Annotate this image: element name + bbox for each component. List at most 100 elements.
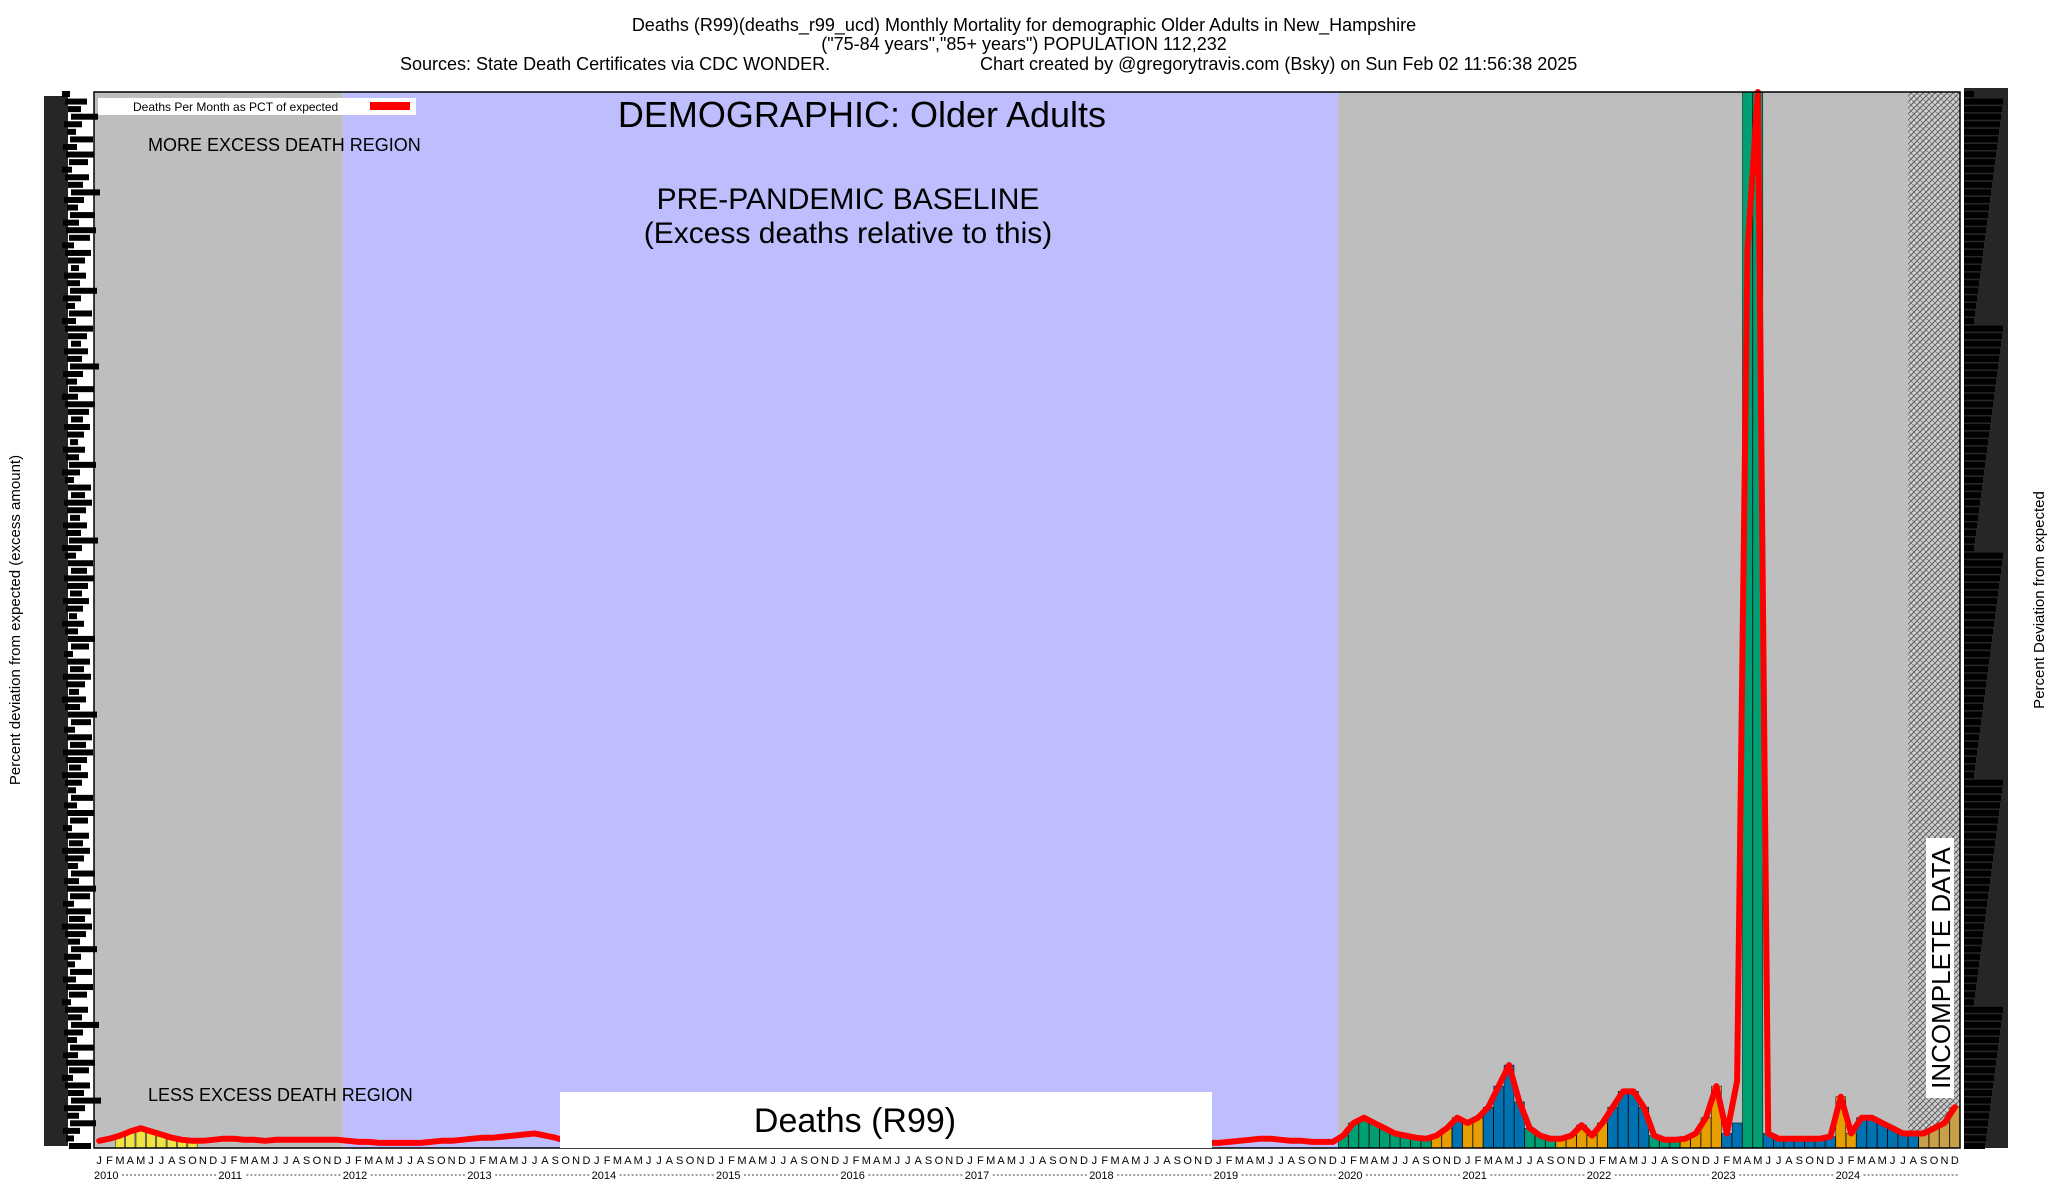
x-tick-month-167: D bbox=[1826, 1155, 1834, 1167]
left-tick-115 bbox=[67, 961, 75, 968]
x-tick-month-166: N bbox=[1816, 1155, 1824, 1167]
left-tick-16 bbox=[70, 212, 95, 219]
x-tick-month-131: D bbox=[1453, 1155, 1461, 1167]
left-tick-60 bbox=[62, 545, 82, 552]
left-tick-62 bbox=[68, 560, 93, 567]
x-tick-month-113: J bbox=[1268, 1155, 1274, 1167]
x-tick-month-72: J bbox=[843, 1155, 849, 1167]
x-tick-month-9: O bbox=[188, 1155, 197, 1167]
x-tick-month-122: M bbox=[1359, 1155, 1368, 1167]
left-tick-76 bbox=[70, 666, 84, 673]
x-tick-month-156: J bbox=[1714, 1155, 1720, 1167]
left-tick-91 bbox=[65, 779, 82, 786]
x-tick-month-134: M bbox=[1484, 1155, 1493, 1167]
left-tick-83 bbox=[71, 719, 91, 726]
left-tick-68 bbox=[66, 605, 83, 612]
left-tick-93 bbox=[71, 794, 93, 801]
x-tick-month-84: J bbox=[967, 1155, 973, 1167]
x-tick-month-80: S bbox=[925, 1155, 932, 1167]
left-tick-38 bbox=[66, 378, 77, 385]
baseline-label-line1: PRE-PANDEMIC BASELINE bbox=[657, 183, 1040, 216]
x-tick-month-163: A bbox=[1785, 1155, 1793, 1167]
left-tick-135 bbox=[67, 1112, 79, 1119]
x-tick-month-67: A bbox=[790, 1155, 798, 1167]
left-tick-45 bbox=[67, 431, 84, 438]
x-tick-month-78: J bbox=[905, 1155, 911, 1167]
left-tick-86 bbox=[70, 741, 86, 748]
left-tick-71 bbox=[65, 628, 78, 635]
left-tick-49 bbox=[69, 461, 96, 468]
more-excess-label: MORE EXCESS DEATH REGION bbox=[148, 135, 421, 155]
x-tick-month-66: J bbox=[781, 1155, 787, 1167]
left-tick-0 bbox=[62, 91, 70, 97]
x-tick-month-127: A bbox=[1412, 1155, 1420, 1167]
left-tick-107 bbox=[63, 900, 74, 907]
left-tick-32 bbox=[68, 333, 87, 340]
region-baseline-1 bbox=[342, 92, 1338, 1148]
x-tick-month-91: A bbox=[1039, 1155, 1047, 1167]
x-tick-month-100: M bbox=[1131, 1155, 1140, 1167]
left-tick-30 bbox=[62, 318, 76, 325]
left-tick-67 bbox=[63, 598, 89, 605]
left-tick-84 bbox=[64, 726, 75, 733]
left-tick-111 bbox=[65, 931, 86, 938]
x-tick-month-171: A bbox=[1868, 1155, 1876, 1167]
left-tick-79 bbox=[69, 688, 79, 695]
x-tick-month-32: S bbox=[427, 1155, 434, 1167]
x-tick-month-17: J bbox=[273, 1155, 279, 1167]
left-tick-82 bbox=[68, 711, 97, 718]
left-tick-44 bbox=[64, 424, 90, 431]
left-tick-23 bbox=[71, 265, 79, 272]
left-tick-17 bbox=[63, 219, 79, 226]
cause-box-label: Deaths (R99) bbox=[754, 1102, 956, 1140]
x-tick-month-121: F bbox=[1350, 1155, 1357, 1167]
left-tick-42 bbox=[68, 408, 89, 415]
left-tick-138 bbox=[66, 1135, 74, 1142]
x-tick-month-46: N bbox=[572, 1155, 580, 1167]
left-tick-129 bbox=[69, 1067, 89, 1074]
x-tick-month-137: J bbox=[1517, 1155, 1523, 1167]
x-tick-month-118: N bbox=[1318, 1155, 1326, 1167]
x-tick-month-153: O bbox=[1681, 1155, 1690, 1167]
x-tick-month-149: J bbox=[1641, 1155, 1647, 1167]
x-tick-month-165: O bbox=[1805, 1155, 1814, 1167]
x-tick-month-101: J bbox=[1143, 1155, 1149, 1167]
x-tick-month-2: M bbox=[115, 1155, 124, 1167]
x-tick-month-61: F bbox=[728, 1155, 735, 1167]
left-tick-5 bbox=[67, 128, 76, 135]
x-tick-month-117: O bbox=[1308, 1155, 1317, 1167]
bar-2023-3 bbox=[1731, 1122, 1743, 1149]
x-tick-month-128: S bbox=[1422, 1155, 1429, 1167]
left-tick-106 bbox=[70, 893, 90, 900]
left-tick-128 bbox=[66, 1059, 95, 1066]
bar-2021-1 bbox=[1462, 1122, 1473, 1149]
x-tick-month-94: N bbox=[1070, 1155, 1078, 1167]
left-tick-123 bbox=[71, 1021, 99, 1028]
x-tick-month-168: J bbox=[1838, 1155, 1844, 1167]
x-tick-month-86: M bbox=[986, 1155, 995, 1167]
x-tick-month-148: M bbox=[1629, 1155, 1638, 1167]
left-tick-37 bbox=[63, 371, 83, 378]
right-tick-band bbox=[1964, 88, 2008, 1148]
left-tick-136 bbox=[70, 1120, 96, 1127]
left-tick-56 bbox=[70, 514, 80, 521]
left-tick-112 bbox=[68, 938, 80, 945]
left-tick-6 bbox=[70, 136, 93, 143]
x-tick-year-2013: 2013 bbox=[467, 1170, 491, 1182]
x-tick-month-133: F bbox=[1475, 1155, 1482, 1167]
x-tick-month-51: A bbox=[624, 1155, 632, 1167]
left-tick-139 bbox=[69, 1143, 91, 1149]
left-tick-89 bbox=[69, 764, 81, 771]
left-tick-27 bbox=[63, 295, 81, 302]
left-tick-126 bbox=[70, 1044, 94, 1051]
x-tick-month-155: D bbox=[1702, 1155, 1710, 1167]
left-tick-band bbox=[44, 96, 68, 1146]
x-tick-month-31: A bbox=[417, 1155, 425, 1167]
x-tick-month-147: A bbox=[1619, 1155, 1627, 1167]
x-tick-month-152: S bbox=[1671, 1155, 1678, 1167]
x-tick-month-15: A bbox=[251, 1155, 259, 1167]
left-tick-69 bbox=[69, 613, 77, 620]
x-tick-month-55: A bbox=[666, 1155, 674, 1167]
left-tick-9 bbox=[69, 159, 88, 166]
